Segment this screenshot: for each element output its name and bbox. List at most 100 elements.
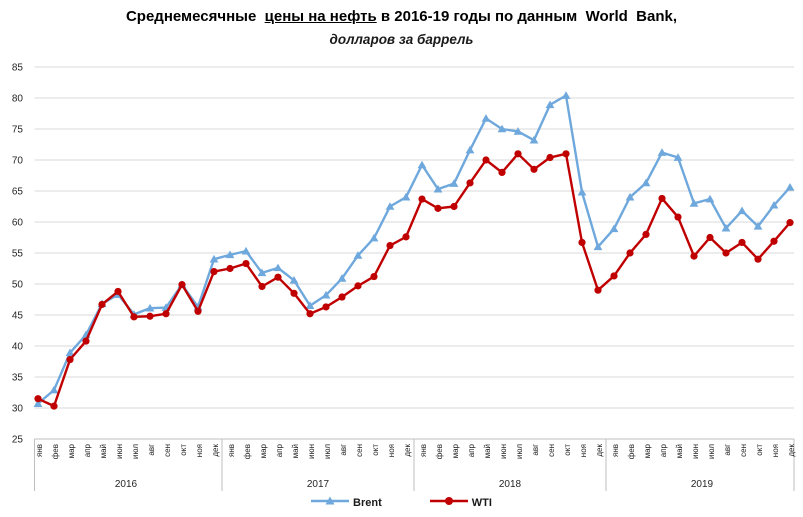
brent-swatch-svg xyxy=(311,496,350,505)
brent-marker xyxy=(721,223,731,232)
brent-marker xyxy=(353,251,363,259)
brent-marker xyxy=(289,275,299,284)
x-month-label: окт xyxy=(371,444,380,456)
wti-marker xyxy=(578,238,586,247)
y-tick-label: 35 xyxy=(12,373,24,384)
brent-marker xyxy=(49,385,59,394)
brent-line xyxy=(37,94,791,405)
wti-marker xyxy=(322,303,330,311)
wti-marker xyxy=(274,273,282,281)
brent-marker xyxy=(449,179,459,187)
wti-marker xyxy=(258,282,266,291)
brent-marker xyxy=(625,192,635,201)
x-month-label: ноя xyxy=(771,444,780,457)
y-tick-label: 80 xyxy=(12,94,24,105)
x-month-label: июн xyxy=(307,444,316,459)
x-month-label: мар xyxy=(67,443,76,458)
wti-marker xyxy=(770,237,778,245)
brent-marker xyxy=(513,127,523,135)
wti-marker xyxy=(610,272,618,280)
x-month-label: фев xyxy=(627,444,636,459)
x-year-label: 2017 xyxy=(307,479,330,490)
y-tick-label: 60 xyxy=(12,218,24,229)
y-tick-label: 75 xyxy=(12,125,24,136)
y-tick-label: 55 xyxy=(12,249,24,260)
brent-marker xyxy=(545,100,555,109)
wti-marker xyxy=(114,287,122,296)
x-month-label: авг xyxy=(531,444,540,456)
x-month-label: июн xyxy=(691,444,700,459)
brent-marker xyxy=(145,303,155,312)
wti-marker xyxy=(658,194,666,203)
wti-marker xyxy=(162,310,170,318)
wti-marker xyxy=(210,268,218,276)
y-tick-label: 25 xyxy=(12,435,24,446)
x-month-label: май xyxy=(291,444,300,458)
wti-marker xyxy=(450,202,458,211)
y-tick-label: 45 xyxy=(12,311,24,322)
wti-marker xyxy=(594,286,602,294)
y-tick-label: 40 xyxy=(12,342,24,353)
brent-marker xyxy=(769,200,779,209)
brent-marker xyxy=(369,233,379,242)
wti-marker xyxy=(626,249,634,257)
x-month-label: апр xyxy=(83,443,92,457)
x-month-label: дек xyxy=(403,444,412,457)
wti-marker xyxy=(562,150,570,158)
wti-marker xyxy=(642,230,650,238)
x-month-label: июл xyxy=(323,444,332,459)
x-month-label: май xyxy=(675,444,684,458)
y-tick-label: 50 xyxy=(12,280,24,291)
wti-marker xyxy=(386,241,394,250)
x-month-label: сен xyxy=(163,444,172,457)
wti-marker xyxy=(242,259,250,268)
wti-marker xyxy=(130,313,138,321)
wti-marker xyxy=(290,289,298,297)
brent-marker xyxy=(225,250,235,259)
x-month-label: авг xyxy=(339,444,348,456)
x-month-label: июл xyxy=(515,444,524,459)
x-month-label: июн xyxy=(499,444,508,459)
wti-marker xyxy=(690,252,698,260)
legend-item-wti: WTI xyxy=(429,494,492,512)
x-month-label: янв xyxy=(419,444,428,457)
x-month-label: авг xyxy=(723,444,732,456)
x-month-label: мар xyxy=(451,443,460,458)
x-year-label: 2019 xyxy=(691,479,714,490)
brent-marker xyxy=(385,202,395,210)
brent-marker xyxy=(337,274,347,282)
x-month-label: ноя xyxy=(387,444,396,457)
y-tick-label: 30 xyxy=(12,404,24,415)
x-month-label: фев xyxy=(435,444,444,459)
chart-title-prefix: Среднемесячные xyxy=(125,8,265,25)
x-month-label: янв xyxy=(611,444,620,457)
chart-title-underlined: цены на нефть xyxy=(264,8,377,25)
chart-legend: Brent WTI xyxy=(0,492,803,514)
x-month-label: дек xyxy=(595,444,604,457)
y-tick-label: 65 xyxy=(12,187,24,198)
y-tick-label: 70 xyxy=(12,156,24,167)
wti-marker xyxy=(418,195,426,203)
x-month-label: сен xyxy=(739,444,748,457)
wti-marker xyxy=(306,310,314,318)
brent-marker xyxy=(33,399,43,407)
wti-marker xyxy=(674,213,682,221)
brent-marker xyxy=(593,242,603,251)
brent-marker xyxy=(561,91,571,99)
x-month-label: июн xyxy=(115,444,124,459)
brent-marker xyxy=(465,145,475,154)
x-month-label: янв xyxy=(227,444,236,457)
wti-marker xyxy=(82,337,90,345)
wti-marker xyxy=(146,312,154,320)
brent-marker xyxy=(705,194,715,203)
wti-marker xyxy=(226,264,234,273)
brent-marker xyxy=(321,290,331,299)
brent-marker xyxy=(65,348,75,357)
x-month-label: мар xyxy=(259,443,268,458)
wti-swatch-svg xyxy=(429,497,468,505)
wti-marker xyxy=(194,307,202,315)
brent-marker xyxy=(417,160,427,169)
x-month-label: сен xyxy=(547,444,556,457)
wti-marker xyxy=(34,395,42,403)
